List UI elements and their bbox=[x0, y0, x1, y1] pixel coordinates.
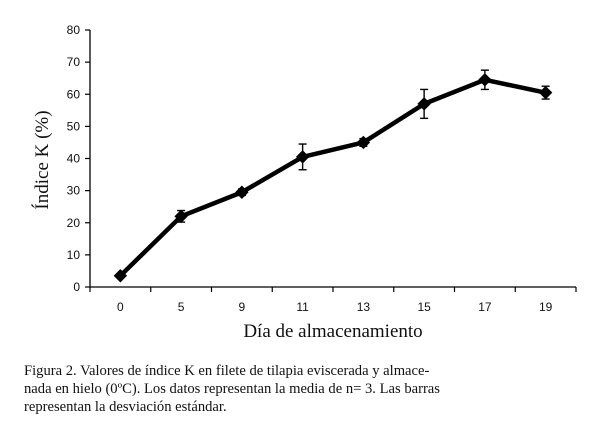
y-tick-label: 60 bbox=[67, 87, 81, 101]
y-tick-label: 0 bbox=[73, 280, 80, 294]
y-tick-label: 20 bbox=[67, 216, 81, 230]
x-tick-label: 13 bbox=[357, 300, 371, 314]
x-axis: 0 5 9 11 13 15 17 19 bbox=[89, 286, 577, 314]
y-tick-label: 30 bbox=[67, 184, 81, 198]
x-tick-label: 5 bbox=[178, 300, 185, 314]
x-tick-label: 17 bbox=[478, 300, 492, 314]
x-tick-label: 9 bbox=[239, 300, 246, 314]
y-tick-label: 70 bbox=[67, 55, 81, 69]
data-series bbox=[113, 73, 553, 283]
data-point-marker bbox=[235, 185, 249, 199]
line-chart: 0 10 20 30 40 50 60 70 80 0 5 9 11 13 15 17 19 Índice K… bbox=[31, 23, 577, 342]
y-axis: 0 10 20 30 40 50 60 70 80 bbox=[67, 23, 91, 294]
series-line bbox=[118, 77, 547, 278]
caption-line-2: nada en hielo (0ºC). Los datos represent… bbox=[24, 381, 440, 397]
data-point-marker bbox=[356, 135, 371, 150]
figure-caption: Figura 2. Valores de índice K en filete … bbox=[24, 362, 590, 416]
data-point-marker bbox=[538, 85, 553, 100]
data-point-marker bbox=[478, 73, 492, 87]
x-tick-label: 19 bbox=[539, 300, 553, 314]
caption-line-3: representan la desviación estándar. bbox=[24, 399, 227, 415]
y-tick-label: 80 bbox=[67, 23, 81, 37]
x-tick-label: 15 bbox=[417, 300, 431, 314]
y-tick-label: 50 bbox=[67, 119, 81, 133]
x-axis-title: Día de almacenamiento bbox=[243, 321, 422, 342]
y-axis-title: Índice K (%) bbox=[31, 110, 53, 209]
y-tick-label: 10 bbox=[67, 248, 81, 262]
x-tick-label: 11 bbox=[296, 300, 309, 314]
y-tick-label: 40 bbox=[67, 152, 81, 166]
error-bars bbox=[116, 69, 550, 279]
data-point-marker bbox=[113, 269, 128, 283]
data-point-marker bbox=[295, 150, 310, 164]
x-tick-label: 0 bbox=[117, 300, 124, 314]
data-point-marker bbox=[174, 209, 188, 224]
caption-line-1: Figura 2. Valores de índice K en filete … bbox=[24, 363, 430, 379]
data-point-marker bbox=[417, 97, 431, 111]
